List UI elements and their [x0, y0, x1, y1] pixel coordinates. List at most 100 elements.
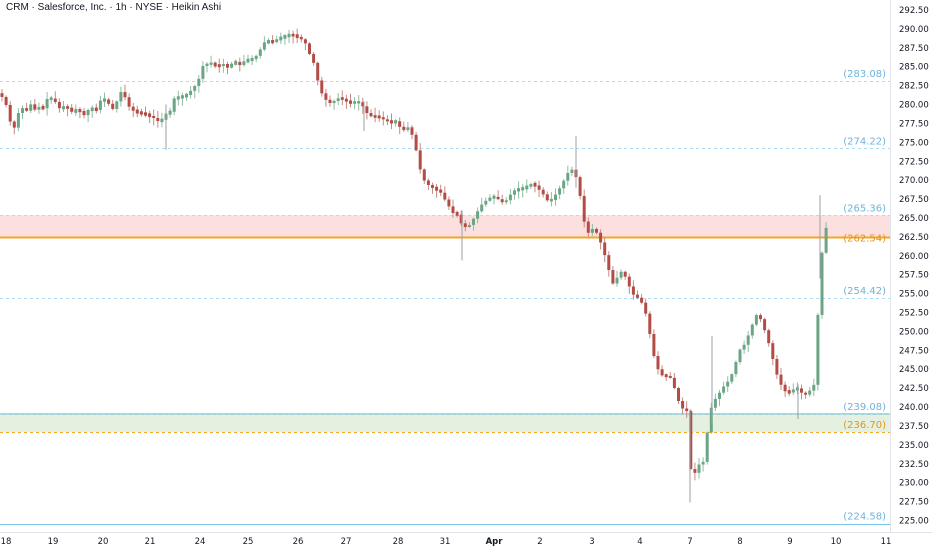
price-tick-label: 277.50 — [899, 119, 929, 129]
candle-body — [545, 194, 549, 201]
candle-body — [816, 314, 820, 385]
candle-body — [697, 464, 701, 473]
candle-body — [791, 389, 795, 393]
candle-body — [8, 104, 12, 122]
candle-body — [439, 189, 443, 193]
candle-body — [685, 408, 689, 412]
price-tick-label: 272.50 — [899, 157, 929, 167]
candle-body — [554, 194, 557, 201]
candle-body — [361, 102, 365, 107]
candle-body — [422, 169, 426, 181]
time-tick-label: 18 — [1, 537, 12, 547]
candle-body — [586, 221, 590, 233]
candle-body — [205, 63, 209, 67]
candle-body — [283, 34, 287, 39]
candle-body — [365, 106, 369, 114]
candle-body — [480, 204, 484, 212]
candle-body — [398, 121, 402, 127]
time-tick-label: 10 — [831, 537, 842, 547]
time-tick-label: 4 — [637, 537, 642, 547]
candle-body — [660, 369, 664, 376]
zone-red — [0, 215, 890, 237]
candle-body — [328, 99, 332, 104]
candle-body — [344, 98, 348, 102]
candle-body — [431, 185, 434, 188]
candle-body — [603, 242, 607, 256]
candle-body — [37, 107, 41, 110]
time-tick-label: 24 — [195, 537, 206, 547]
candle-body — [234, 60, 238, 65]
candle-body — [672, 377, 676, 388]
candle-body — [0, 93, 4, 97]
candle-body — [513, 190, 516, 195]
candle-body — [287, 33, 291, 38]
time-tick-label: 26 — [293, 537, 304, 547]
candle-body — [775, 358, 779, 375]
candle-body — [722, 386, 726, 393]
candle-body — [549, 198, 553, 202]
candle-body — [783, 384, 787, 392]
candle-body — [742, 344, 746, 350]
candle-body — [4, 96, 8, 105]
candle-body — [111, 103, 115, 109]
candle-body — [12, 121, 16, 128]
candle-body — [709, 407, 713, 433]
candle-body — [49, 97, 53, 101]
candle-body — [53, 98, 57, 102]
candle-body — [217, 64, 221, 68]
level-label: (274.22) — [843, 136, 886, 147]
candle-body — [504, 200, 508, 203]
candle-body — [390, 120, 393, 124]
candle-body — [242, 61, 246, 66]
candle-body — [562, 180, 566, 189]
candle-body — [98, 100, 102, 110]
candle-body — [541, 189, 545, 195]
candle-body — [127, 97, 131, 107]
candle-body — [476, 211, 480, 219]
candle-body — [640, 297, 644, 303]
candle-body — [258, 49, 262, 56]
candle-body — [689, 411, 693, 470]
candle-body — [291, 33, 295, 37]
price-tick-label: 247.50 — [899, 346, 929, 356]
candle-body — [521, 187, 525, 191]
level-labels: (283.08) (274.22) (265.36) (262.54) (254.42)… — [843, 69, 886, 522]
level-label: (236.70) — [843, 420, 886, 431]
candle-body — [566, 172, 570, 181]
candle-body — [381, 117, 385, 120]
candle-body — [45, 99, 49, 109]
candle-body — [779, 374, 783, 385]
candle-body — [90, 107, 94, 112]
candle-body — [459, 214, 463, 224]
candle-body — [492, 195, 496, 199]
price-axis[interactable]: 225.00 227.50 230.00 232.50 235.00 237.50 240.… — [899, 6, 929, 527]
candle-body — [82, 110, 86, 116]
candle-body — [70, 107, 74, 112]
level-label: (254.42) — [843, 286, 886, 297]
candle-body — [201, 66, 205, 79]
candle-body — [369, 113, 373, 117]
candle-body — [86, 109, 90, 116]
candle-body — [508, 194, 512, 201]
candle-body — [57, 101, 61, 109]
zone-green — [0, 414, 890, 433]
time-tick-label: 31 — [440, 537, 451, 547]
candle-body — [488, 197, 492, 201]
candle-body — [279, 36, 283, 41]
candle-body — [435, 186, 439, 191]
candle-body — [152, 115, 156, 118]
time-tick-label: 7 — [687, 537, 692, 547]
candle-body — [525, 185, 529, 190]
candle-body — [537, 185, 541, 190]
time-tick-label: 27 — [341, 537, 352, 547]
candle-body — [824, 227, 828, 253]
candle-body — [168, 110, 172, 115]
time-axis[interactable]: 18 19 20 21 24 25 26 27 28 31 Apr 2 3 4 7 8 9 10 11 — [1, 537, 892, 547]
candle-body — [349, 100, 352, 104]
candle-body — [500, 199, 504, 203]
candle-body — [455, 211, 459, 216]
price-tick-label: 240.00 — [899, 403, 929, 413]
candle-body — [406, 127, 410, 131]
candle-body — [254, 55, 258, 60]
